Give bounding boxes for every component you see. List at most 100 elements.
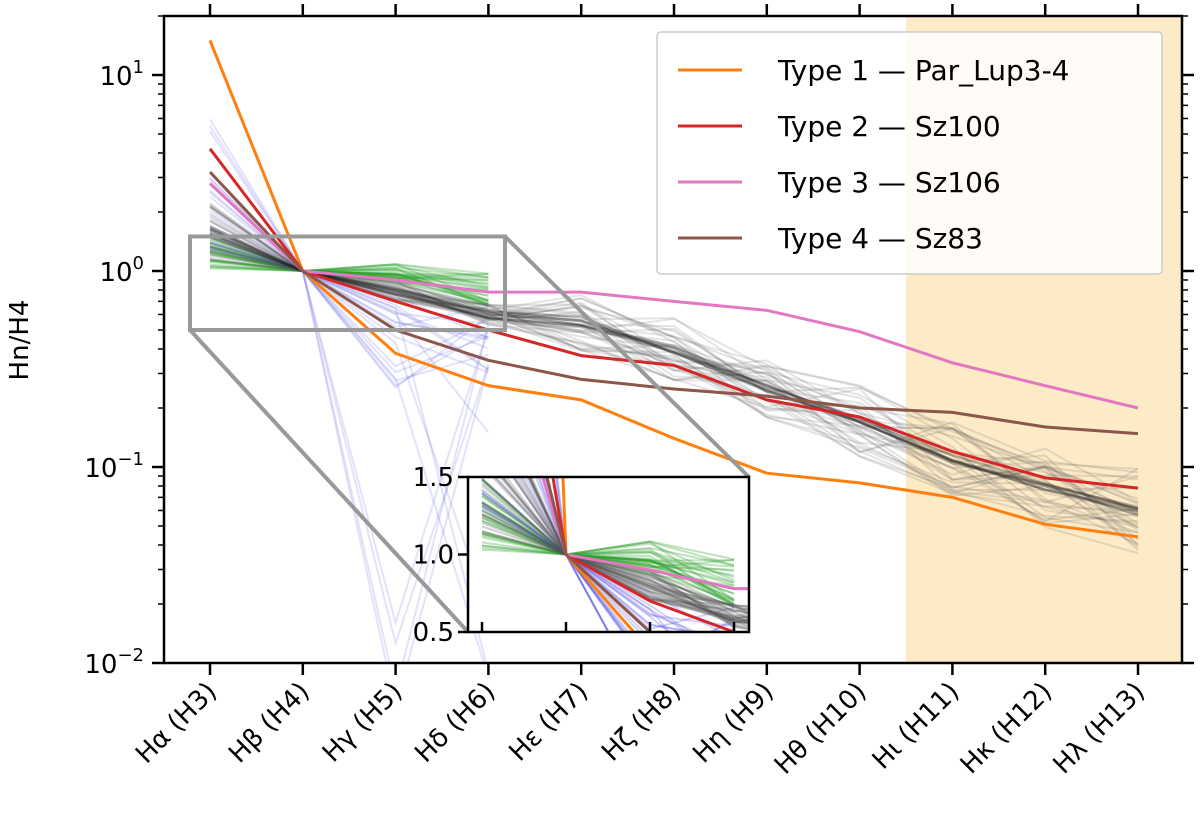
green-line (209, 247, 489, 282)
legend-label-2: Type 2 — Sz100 (777, 110, 1001, 143)
y-tick-label: 10−2 (84, 645, 144, 680)
green-line (209, 253, 489, 286)
gray-line (209, 203, 1139, 504)
series-line-1 (208, 39, 1139, 539)
inset-green-line (481, 516, 735, 612)
inset-gray-line (481, 479, 749, 615)
inset-background (468, 477, 749, 632)
inset-blue-line (481, 505, 735, 632)
blue-line (209, 246, 489, 368)
green-line (209, 236, 489, 279)
inset-gray-line (481, 501, 749, 624)
green-line (209, 258, 489, 279)
green-line (209, 263, 489, 275)
inset-blue-line (541, 477, 699, 632)
green-line (209, 248, 489, 305)
series-line-3 (208, 182, 1139, 410)
x-tick-label: Hλ (H13) (1048, 677, 1151, 780)
inset-green-line (481, 519, 735, 571)
inset-series-line-4 (545, 477, 656, 632)
gray-line (209, 202, 1139, 532)
series-line-4 (208, 170, 1139, 436)
green-line (209, 250, 489, 308)
green-line (209, 261, 489, 290)
inset-gray-line (481, 510, 749, 614)
gray-line (209, 255, 1139, 517)
blue-line-group (209, 118, 490, 663)
gray-line (209, 233, 1139, 509)
inset-gray-line (526, 477, 749, 625)
gray-line (209, 240, 1139, 524)
inset-green-line (481, 532, 735, 607)
inset-blue-line (543, 477, 626, 632)
y-axis-label: Hn/H4 (5, 300, 35, 381)
gray-line (209, 225, 1139, 545)
inset-plot-area (481, 477, 749, 632)
inset-gray-line (527, 477, 749, 618)
inset-blue-line (543, 477, 626, 632)
gray-line (209, 226, 1139, 551)
inset-gray-line (521, 477, 749, 619)
x-tick-label: Hδ (H6) (409, 677, 501, 769)
green-line (209, 248, 489, 306)
blue-line (209, 178, 486, 663)
inset-axis: 1.5 1.0 0.5 (413, 463, 736, 648)
legend-label-4: Type 4 — Sz83 (777, 222, 983, 255)
inset-chart: 1.5 1.0 0.5 (413, 463, 751, 648)
inset-gray-line (481, 513, 749, 625)
x-tick-label: Hβ (H4) (223, 677, 315, 769)
y-axis: 10−2 10−1 100 101 (84, 15, 1194, 680)
gray-line (209, 236, 1139, 523)
inset-gray-line (481, 488, 749, 623)
inset-blue-line (524, 477, 689, 632)
inset-green-line (481, 534, 735, 577)
gray-line (209, 248, 1139, 534)
gray-line (209, 232, 1139, 510)
gray-line (209, 212, 1139, 522)
inset-green-line (481, 514, 735, 608)
inset-gray-line (481, 503, 749, 621)
blue-line (209, 247, 490, 627)
gray-line (209, 233, 1139, 511)
x-tick-label: Hθ (H10) (769, 677, 873, 781)
green-line (209, 263, 489, 302)
inset-green-line (481, 508, 735, 605)
gray-line (209, 236, 1139, 555)
gray-line (209, 206, 1139, 512)
gray-line (209, 225, 1139, 517)
inset-gray-line (512, 477, 749, 631)
gray-line (209, 218, 1139, 523)
legend-label-1: Type 1 — Par_Lup3-4 (777, 54, 1069, 87)
x-tick-label: Hζ (H8) (596, 677, 687, 768)
inset-gray-line (498, 477, 749, 615)
zoom-connector-line (503, 235, 751, 479)
inset-gray-line (515, 477, 749, 611)
inset-blue-line (545, 477, 646, 632)
gray-line (209, 220, 1139, 471)
gray-line (209, 230, 1139, 491)
zoom-rectangle (188, 234, 507, 333)
blue-line (209, 130, 489, 371)
y-tick-label: 100 (99, 253, 144, 288)
gray-line (209, 206, 1139, 529)
inset-green-line (481, 542, 735, 582)
inset-blue-line (481, 504, 697, 632)
inset-series-line-3 (541, 477, 749, 591)
main-series-group (208, 39, 1139, 539)
legend-label-3: Type 3 — Sz106 (777, 166, 1001, 199)
inset-blue-line (481, 478, 671, 632)
inset-gray-line (530, 477, 749, 624)
zoom-connector-line (188, 328, 470, 634)
inset-green-line (481, 519, 735, 579)
x-tick-label: Hκ (H12) (955, 677, 1058, 780)
green-line (209, 260, 489, 285)
green-line (209, 242, 489, 289)
inset-green-line (481, 541, 735, 562)
inset-green-line (481, 479, 735, 590)
inset-y-tick-label: 1.5 (413, 463, 454, 493)
blue-line (209, 177, 489, 382)
legend-box (656, 31, 1163, 275)
legend: Type 1 — Par_Lup3-4 Type 2 — Sz100 Type 3 … (656, 31, 1163, 275)
x-tick-label: Hγ (H5) (317, 677, 409, 769)
